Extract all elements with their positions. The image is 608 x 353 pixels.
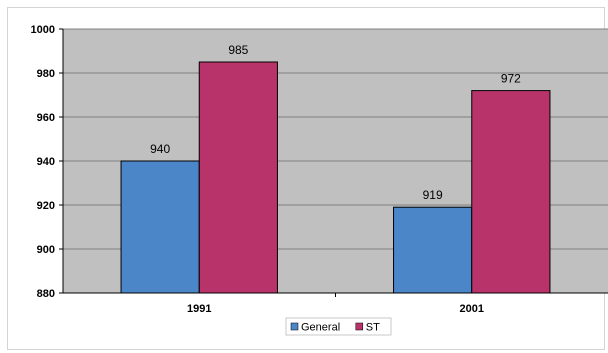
- data-labels: 940 985 919 972: [150, 43, 521, 202]
- x-tick-label: 1991: [187, 303, 211, 315]
- y-tick-label: 1000: [31, 24, 55, 36]
- legend-swatch-st: [355, 322, 364, 331]
- legend-box: [285, 317, 392, 336]
- bar-general-2001: [393, 206, 473, 294]
- data-label: 985: [228, 43, 248, 57]
- legend: General ST: [285, 317, 392, 336]
- y-tick-label: 880: [37, 288, 55, 300]
- x-axis: 1991 2001: [63, 292, 608, 315]
- y-tick-label: 900: [37, 244, 55, 256]
- y-tick-label: 940: [37, 156, 55, 168]
- bar-general-1991: [120, 160, 200, 294]
- legend-label-st: ST: [366, 322, 380, 334]
- data-label: 972: [501, 72, 521, 86]
- data-label: 919: [423, 188, 443, 202]
- data-label: 940: [150, 142, 170, 156]
- y-axis: 880 900 920 940 960 980 1000: [31, 24, 64, 300]
- bar-st-1991: [198, 61, 278, 294]
- legend-swatch-general: [290, 322, 299, 331]
- y-tick-label: 960: [37, 112, 55, 124]
- y-tick-label: 920: [37, 200, 55, 212]
- y-tick-label: 980: [37, 68, 55, 80]
- x-tick-label: 2001: [460, 303, 484, 315]
- bar-st-2001: [471, 90, 551, 294]
- legend-label-general: General: [301, 322, 340, 334]
